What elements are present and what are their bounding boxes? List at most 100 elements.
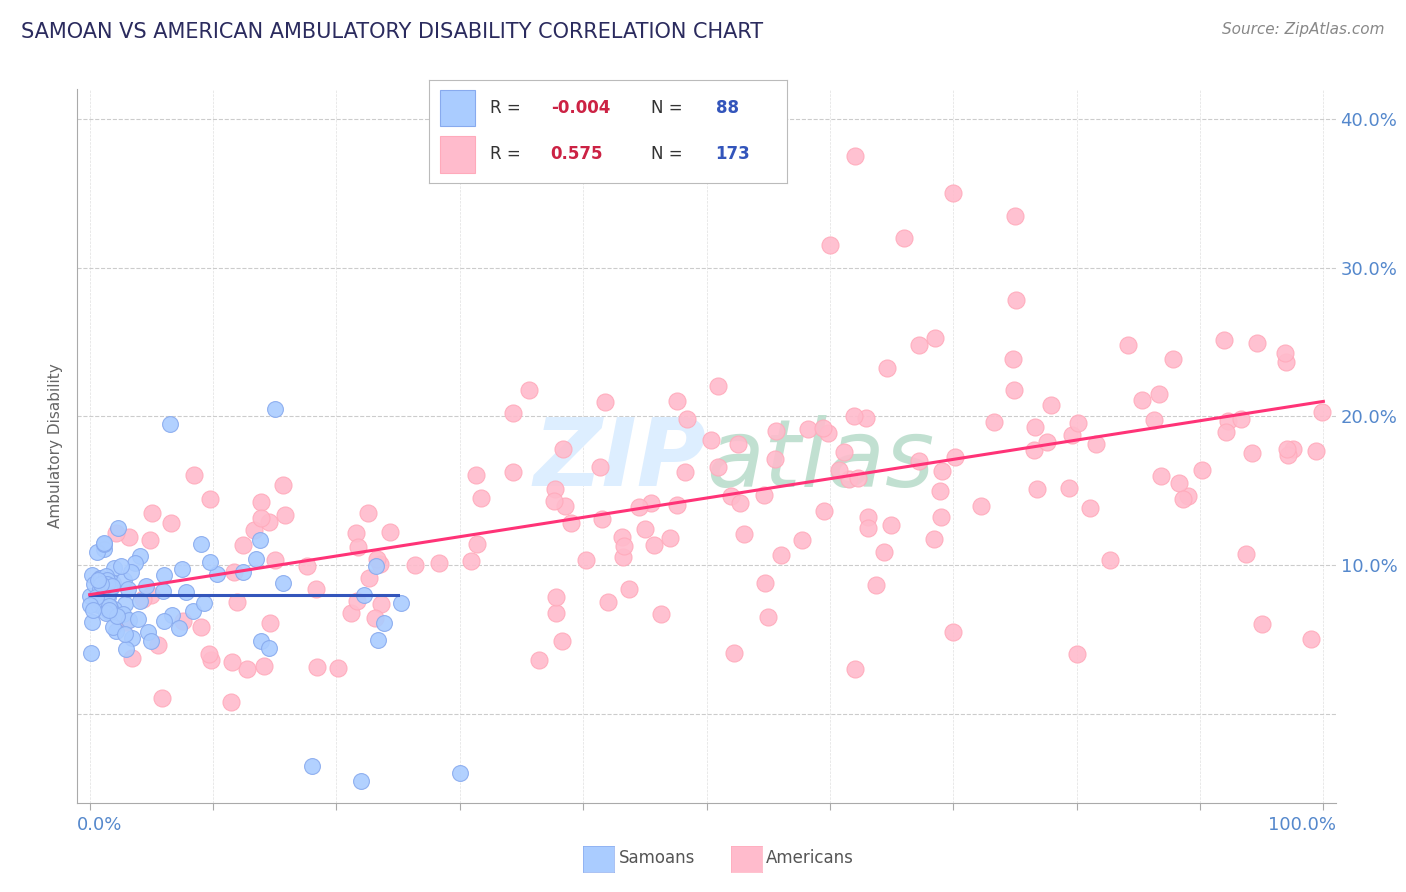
Point — [813, 504, 835, 518]
Point — [89, 571, 111, 585]
Point — [160, 607, 183, 622]
Text: N =: N = — [651, 145, 688, 163]
Point — [1310, 405, 1333, 419]
Point — [357, 506, 380, 520]
Point — [198, 492, 221, 507]
Point — [880, 517, 903, 532]
Point — [152, 567, 174, 582]
Text: 173: 173 — [716, 145, 751, 163]
Point — [353, 588, 375, 602]
Point — [250, 511, 273, 525]
Point — [1250, 617, 1272, 632]
Point — [1004, 209, 1026, 223]
Point — [101, 620, 124, 634]
Point — [723, 646, 745, 660]
Point — [665, 498, 688, 512]
Point — [80, 615, 103, 629]
Point — [546, 606, 568, 620]
Point — [259, 641, 281, 656]
Point — [612, 539, 634, 553]
Point — [114, 597, 136, 611]
Point — [720, 489, 742, 503]
Point — [728, 496, 751, 510]
Point — [733, 527, 755, 541]
Point — [640, 496, 662, 510]
Point — [1281, 442, 1303, 457]
Point — [969, 499, 991, 513]
Point — [205, 567, 228, 582]
Point — [232, 538, 254, 552]
Point — [727, 436, 749, 450]
Point — [517, 383, 540, 397]
Point — [908, 337, 931, 351]
Point — [259, 616, 281, 631]
Point — [942, 624, 965, 639]
Point — [612, 549, 634, 564]
Point — [838, 471, 860, 485]
Text: R =: R = — [489, 99, 526, 117]
Point — [856, 510, 879, 524]
Point — [89, 593, 111, 607]
Point — [1191, 463, 1213, 477]
Point — [96, 577, 118, 591]
Point — [1118, 338, 1140, 352]
Point — [924, 331, 946, 345]
Point — [100, 605, 122, 619]
Point — [132, 592, 155, 607]
Point — [159, 516, 181, 530]
Point — [366, 552, 388, 566]
Point — [765, 424, 787, 438]
Point — [121, 651, 143, 665]
Point — [305, 660, 328, 674]
Point — [98, 605, 121, 619]
Point — [172, 615, 194, 629]
Point — [1002, 351, 1025, 366]
Point — [86, 588, 108, 602]
Point — [103, 561, 125, 575]
Point — [84, 590, 107, 604]
Point — [271, 478, 294, 492]
Point — [105, 525, 128, 540]
Point — [464, 468, 486, 483]
Point — [1130, 392, 1153, 407]
Point — [97, 590, 120, 604]
Text: N =: N = — [651, 99, 688, 117]
Point — [346, 540, 368, 554]
Point — [235, 662, 257, 676]
Point — [121, 631, 143, 645]
Point — [79, 590, 101, 604]
Point — [1277, 448, 1299, 462]
Point — [370, 598, 392, 612]
Point — [339, 607, 361, 621]
Point — [128, 549, 150, 564]
Point — [79, 599, 101, 613]
Point — [93, 596, 115, 610]
Point — [1085, 436, 1108, 450]
Point — [97, 587, 120, 601]
Point — [90, 576, 112, 591]
Point — [707, 460, 730, 475]
Text: ZIP: ZIP — [534, 414, 707, 507]
Point — [1274, 346, 1296, 360]
Point — [1275, 355, 1298, 369]
Point — [389, 596, 412, 610]
Point — [305, 582, 328, 597]
Bar — [440, 89, 475, 127]
Point — [1177, 489, 1199, 503]
Point — [1147, 386, 1170, 401]
Point — [1143, 412, 1166, 426]
Point — [844, 149, 866, 163]
Point — [792, 533, 814, 547]
Point — [1215, 425, 1237, 439]
Point — [98, 603, 121, 617]
Point — [770, 548, 793, 562]
Point — [754, 575, 776, 590]
Point — [152, 614, 174, 628]
Point — [129, 593, 152, 607]
Point — [124, 557, 146, 571]
Point — [1275, 442, 1298, 456]
Point — [174, 585, 197, 599]
Point — [754, 488, 776, 502]
Point — [346, 525, 368, 540]
Point — [98, 601, 121, 615]
